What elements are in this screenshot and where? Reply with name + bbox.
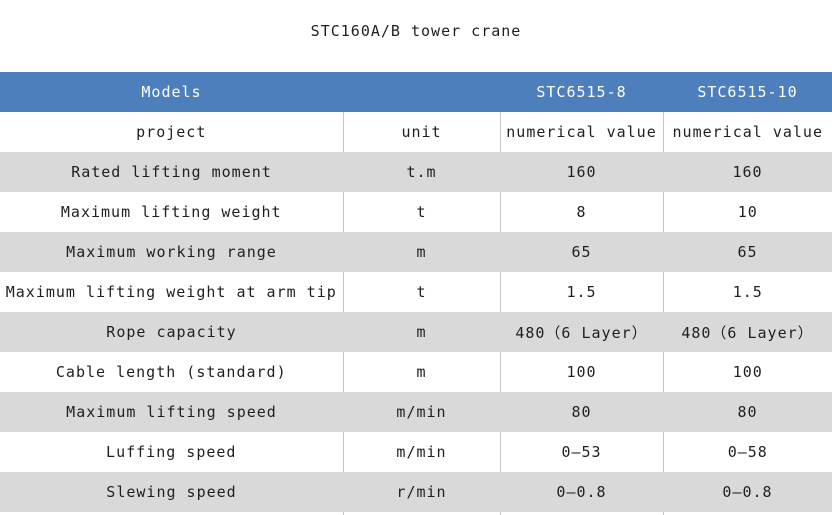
page-title: STC160A/B tower crane [310, 22, 522, 40]
value-cell-a: 480（6 Layer） [500, 312, 663, 352]
table-row-maximum-working-range: Maximum working range m 65 65 [0, 232, 832, 272]
value-cell-a: 1.5 [500, 272, 664, 312]
unit-cell: m [343, 312, 500, 352]
value-cell-b [663, 512, 832, 515]
project-label-cell: project [0, 112, 344, 152]
table-row-slewing-speed: Slewing speed r/min 0—0.8 0—0.8 [0, 472, 832, 512]
spec-name-cell: Maximum lifting weight [0, 192, 344, 232]
value-cell-b: 0—58 [663, 432, 832, 472]
spec-name-cell [0, 512, 344, 515]
value-cell-a: 0—53 [500, 432, 664, 472]
table-row-maximum-lifting-weight: Maximum lifting weight t 8 10 [0, 192, 832, 232]
table-row-maximum-lifting-weight-at-arm-tip: Maximum lifting weight at arm tip t 1.5 … [0, 272, 832, 312]
spec-name-cell: Rated lifting moment [0, 152, 343, 192]
spec-name-cell: Maximum working range [0, 232, 343, 272]
unit-cell: m/min [343, 432, 501, 472]
value-cell-a: 0—0.8 [500, 472, 663, 512]
unit-cell: m/min [343, 392, 500, 432]
value-cell-b: 80 [663, 392, 832, 432]
value-cell-a: 65 [500, 232, 663, 272]
value-cell-a [500, 512, 664, 515]
value-cell-a: 160 [500, 152, 663, 192]
model-stc6515-8-header-cell: STC6515-8 [500, 72, 663, 112]
unit-cell: m [343, 232, 500, 272]
spec-name-cell: Slewing speed [0, 472, 343, 512]
table-header-row: Models STC6515-8 STC6515-10 [0, 72, 832, 112]
value-cell-b: 0—0.8 [663, 472, 832, 512]
value-cell-b: 10 [663, 192, 832, 232]
spec-name-cell: Maximum lifting speed [0, 392, 343, 432]
table-row-project: project unit numerical value numerical v… [0, 112, 832, 152]
value-cell-b: 160 [663, 152, 832, 192]
spec-name-cell: Cable length (standard) [0, 352, 344, 392]
table-row-maximum-lifting-speed: Maximum lifting speed m/min 80 80 [0, 392, 832, 432]
table-row-partial-bottom [0, 512, 832, 515]
value-cell-b: 100 [663, 352, 832, 392]
unit-label-cell: unit [343, 112, 501, 152]
unit-cell: t.m [343, 152, 500, 192]
value-cell-a: 80 [500, 392, 663, 432]
value-label-cell-a: numerical value [500, 112, 664, 152]
models-header-spacer-cell [343, 72, 500, 112]
spec-name-cell: Rope capacity [0, 312, 343, 352]
spec-name-cell: Maximum lifting weight at arm tip [0, 272, 344, 312]
value-cell-b: 65 [663, 232, 832, 272]
value-cell-a: 100 [500, 352, 664, 392]
table-row-rope-capacity: Rope capacity m 480（6 Layer） 480（6 Layer… [0, 312, 832, 352]
value-cell-a: 8 [500, 192, 664, 232]
unit-cell: m [343, 352, 501, 392]
unit-cell: r/min [343, 472, 500, 512]
unit-cell [343, 512, 501, 515]
models-header-cell: Models [0, 72, 343, 112]
table-row-rated-lifting-moment: Rated lifting moment t.m 160 160 [0, 152, 832, 192]
spec-name-cell: Luffing speed [0, 432, 344, 472]
table-row-cable-length-standard: Cable length (standard) m 100 100 [0, 352, 832, 392]
model-stc6515-10-header-cell: STC6515-10 [663, 72, 832, 112]
spec-table: Models STC6515-8 STC6515-10 project unit… [0, 72, 832, 515]
unit-cell: t [343, 192, 501, 232]
value-label-cell-b: numerical value [663, 112, 832, 152]
table-row-luffing-speed: Luffing speed m/min 0—53 0—58 [0, 432, 832, 472]
unit-cell: t [343, 272, 501, 312]
value-cell-b: 1.5 [663, 272, 832, 312]
value-cell-b: 480（6 Layer） [663, 312, 832, 352]
